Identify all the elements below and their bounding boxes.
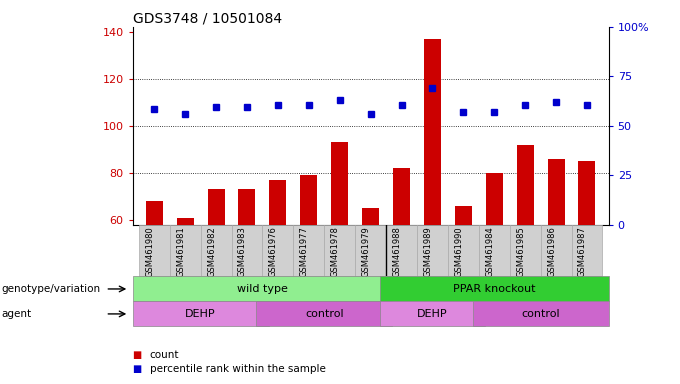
Bar [380, 301, 485, 326]
Text: percentile rank within the sample: percentile rank within the sample [150, 364, 326, 374]
Bar [486, 173, 503, 225]
Bar [473, 301, 609, 326]
Text: GSM461976: GSM461976 [269, 226, 278, 277]
Bar [448, 225, 479, 276]
Text: wild type: wild type [237, 284, 288, 294]
Text: GSM461981: GSM461981 [176, 226, 185, 277]
Text: GSM461985: GSM461985 [516, 226, 525, 277]
Bar [207, 189, 224, 225]
Bar [547, 159, 564, 225]
Text: count: count [150, 350, 179, 360]
Text: GSM461977: GSM461977 [300, 226, 309, 277]
Text: ■: ■ [133, 350, 142, 360]
Bar [269, 180, 286, 225]
Bar [262, 225, 293, 276]
Text: agent: agent [1, 309, 31, 319]
Bar [424, 39, 441, 225]
Text: PPAR knockout: PPAR knockout [453, 284, 535, 294]
Text: GSM461983: GSM461983 [238, 226, 247, 277]
Bar [133, 301, 269, 326]
Bar [479, 225, 510, 276]
Text: GSM461989: GSM461989 [424, 226, 432, 277]
Text: GSM461978: GSM461978 [330, 226, 340, 277]
Text: DEHP: DEHP [185, 309, 216, 319]
Text: GSM461986: GSM461986 [547, 226, 556, 277]
Bar [571, 225, 602, 276]
Text: GSM461980: GSM461980 [146, 226, 154, 277]
Bar [133, 276, 392, 301]
Bar [517, 145, 534, 225]
Bar [293, 225, 324, 276]
Text: GSM461984: GSM461984 [486, 226, 494, 277]
Text: GSM461990: GSM461990 [454, 226, 463, 277]
Bar [455, 206, 472, 225]
Text: GSM461982: GSM461982 [207, 226, 216, 277]
Bar [393, 168, 410, 225]
Text: genotype/variation: genotype/variation [1, 284, 101, 294]
Text: DEHP: DEHP [417, 309, 447, 319]
Bar [170, 225, 201, 276]
Bar [177, 218, 194, 225]
Bar [256, 301, 392, 326]
Text: GSM461979: GSM461979 [362, 226, 371, 277]
Bar [417, 225, 448, 276]
Bar [579, 161, 596, 225]
Bar [231, 225, 262, 276]
Text: control: control [522, 309, 560, 319]
Bar [239, 189, 256, 225]
Text: GSM461987: GSM461987 [578, 226, 587, 277]
Bar [380, 276, 609, 301]
Text: ■: ■ [133, 364, 142, 374]
Text: GSM461988: GSM461988 [392, 226, 401, 277]
Text: control: control [305, 309, 343, 319]
Bar [541, 225, 571, 276]
Bar [146, 201, 163, 225]
Text: GDS3748 / 10501084: GDS3748 / 10501084 [133, 12, 282, 26]
Bar [331, 142, 348, 225]
Bar [362, 208, 379, 225]
Bar [324, 225, 355, 276]
Bar [386, 225, 417, 276]
Bar [355, 225, 386, 276]
Bar [139, 225, 170, 276]
Bar [201, 225, 231, 276]
Bar [301, 175, 318, 225]
Bar [510, 225, 541, 276]
